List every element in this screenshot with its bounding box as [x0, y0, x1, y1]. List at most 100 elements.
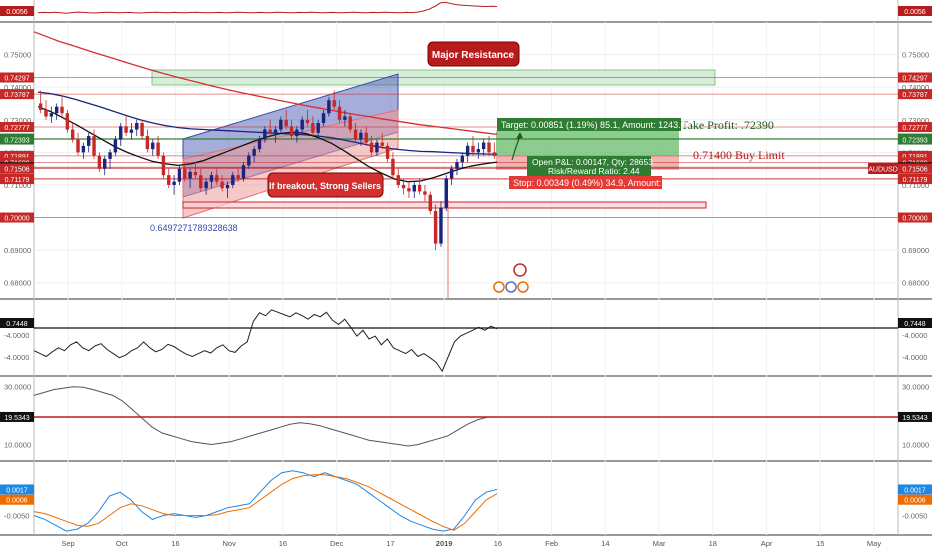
- candle-body[interactable]: [385, 145, 390, 159]
- candle-body[interactable]: [444, 178, 449, 208]
- oscillator-line[interactable]: [33, 309, 498, 373]
- candle-body[interactable]: [316, 123, 320, 133]
- macd-signal-line[interactable]: [33, 474, 498, 531]
- candle-body[interactable]: [231, 175, 235, 185]
- candle-body[interactable]: [135, 123, 139, 130]
- candle-body[interactable]: [97, 155, 102, 169]
- candle-body[interactable]: [396, 175, 400, 185]
- candle-body[interactable]: [252, 149, 256, 156]
- candle-body[interactable]: [167, 175, 171, 185]
- candle-body[interactable]: [305, 119, 310, 124]
- event-icon-4[interactable]: [517, 281, 529, 293]
- moving-average-line[interactable]: [37, 91, 498, 155]
- candle-body[interactable]: [76, 139, 80, 153]
- profit-zone[interactable]: [496, 131, 679, 155]
- candle-body[interactable]: [263, 129, 267, 140]
- candle-body[interactable]: [353, 129, 358, 140]
- candle-body[interactable]: [273, 129, 278, 133]
- candle-body[interactable]: [327, 100, 331, 114]
- candle-body[interactable]: [369, 142, 374, 153]
- candle-body[interactable]: [60, 106, 64, 114]
- candle-body[interactable]: [439, 207, 443, 244]
- candle-body[interactable]: [172, 181, 176, 185]
- candle-body[interactable]: [375, 142, 379, 153]
- channel-lower-band[interactable]: [182, 109, 399, 219]
- candle-body[interactable]: [65, 113, 70, 130]
- event-icon-3[interactable]: [505, 281, 517, 293]
- breakout-callout[interactable]: If breakout, Strong Sellers: [267, 172, 384, 198]
- event-icon-2[interactable]: [493, 281, 505, 293]
- candle-body[interactable]: [433, 211, 438, 244]
- candle-body[interactable]: [119, 126, 123, 140]
- candle-body[interactable]: [70, 129, 75, 140]
- candle-body[interactable]: [289, 126, 294, 137]
- candle-body[interactable]: [193, 171, 198, 176]
- moving-average-line[interactable]: [33, 31, 498, 136]
- candle-body[interactable]: [54, 106, 59, 114]
- event-icon-1[interactable]: [513, 263, 527, 277]
- candle-body[interactable]: [268, 129, 272, 133]
- candle-body[interactable]: [423, 191, 427, 195]
- candle-body[interactable]: [92, 136, 96, 156]
- candle-body[interactable]: [49, 113, 54, 117]
- candle-body[interactable]: [407, 188, 411, 192]
- candle-body[interactable]: [428, 194, 432, 212]
- candle-body[interactable]: [183, 168, 187, 179]
- candle-body[interactable]: [311, 123, 315, 133]
- candle-body[interactable]: [140, 123, 144, 137]
- candle-body[interactable]: [241, 165, 246, 179]
- candle-body[interactable]: [220, 181, 224, 189]
- candle-body[interactable]: [449, 168, 454, 179]
- candle-body[interactable]: [348, 116, 352, 130]
- candle-body[interactable]: [391, 158, 395, 176]
- candle-body[interactable]: [177, 168, 182, 182]
- candle-body[interactable]: [129, 129, 134, 133]
- candle-body[interactable]: [481, 142, 486, 150]
- candle-body[interactable]: [380, 142, 384, 146]
- candle-body[interactable]: [81, 145, 86, 153]
- candle-body[interactable]: [295, 129, 299, 137]
- candle-body[interactable]: [284, 119, 288, 127]
- top-indicator-line[interactable]: [37, 1, 498, 14]
- candle-body[interactable]: [215, 175, 219, 182]
- candle-body[interactable]: [209, 175, 214, 182]
- candle-body[interactable]: [471, 145, 475, 153]
- candle-body[interactable]: [145, 136, 150, 150]
- candle-body[interactable]: [257, 139, 262, 150]
- macd-line[interactable]: [33, 470, 498, 532]
- candle-body[interactable]: [492, 152, 497, 156]
- candle-body[interactable]: [460, 155, 465, 163]
- candle-body[interactable]: [236, 175, 240, 179]
- candles[interactable]: [38, 90, 497, 251]
- major-resistance-callout[interactable]: Major Resistance: [427, 41, 520, 67]
- candle-body[interactable]: [44, 109, 48, 117]
- candle-body[interactable]: [156, 142, 160, 156]
- candle-body[interactable]: [417, 184, 422, 192]
- candle-body[interactable]: [86, 136, 91, 146]
- candle-body[interactable]: [332, 100, 336, 107]
- candle-body[interactable]: [412, 184, 416, 192]
- candle-body[interactable]: [103, 158, 107, 169]
- candle-body[interactable]: [225, 184, 230, 189]
- candle-body[interactable]: [151, 142, 155, 150]
- candle-body[interactable]: [321, 113, 326, 124]
- candle-body[interactable]: [359, 132, 363, 140]
- candle-body[interactable]: [113, 139, 118, 153]
- candle-body[interactable]: [38, 103, 43, 110]
- candle-body[interactable]: [300, 119, 304, 130]
- candle-body[interactable]: [364, 132, 368, 143]
- support-zone[interactable]: [182, 201, 707, 209]
- candle-body[interactable]: [455, 162, 459, 169]
- adx-line[interactable]: [33, 386, 498, 447]
- candle-body[interactable]: [279, 119, 283, 130]
- candle-body[interactable]: [401, 184, 406, 189]
- candle-body[interactable]: [337, 106, 342, 120]
- candle-body[interactable]: [247, 155, 251, 166]
- candle-body[interactable]: [476, 149, 481, 153]
- candle-body[interactable]: [343, 116, 347, 120]
- candle-body[interactable]: [487, 142, 491, 153]
- candle-body[interactable]: [108, 152, 112, 159]
- candle-body[interactable]: [124, 126, 128, 133]
